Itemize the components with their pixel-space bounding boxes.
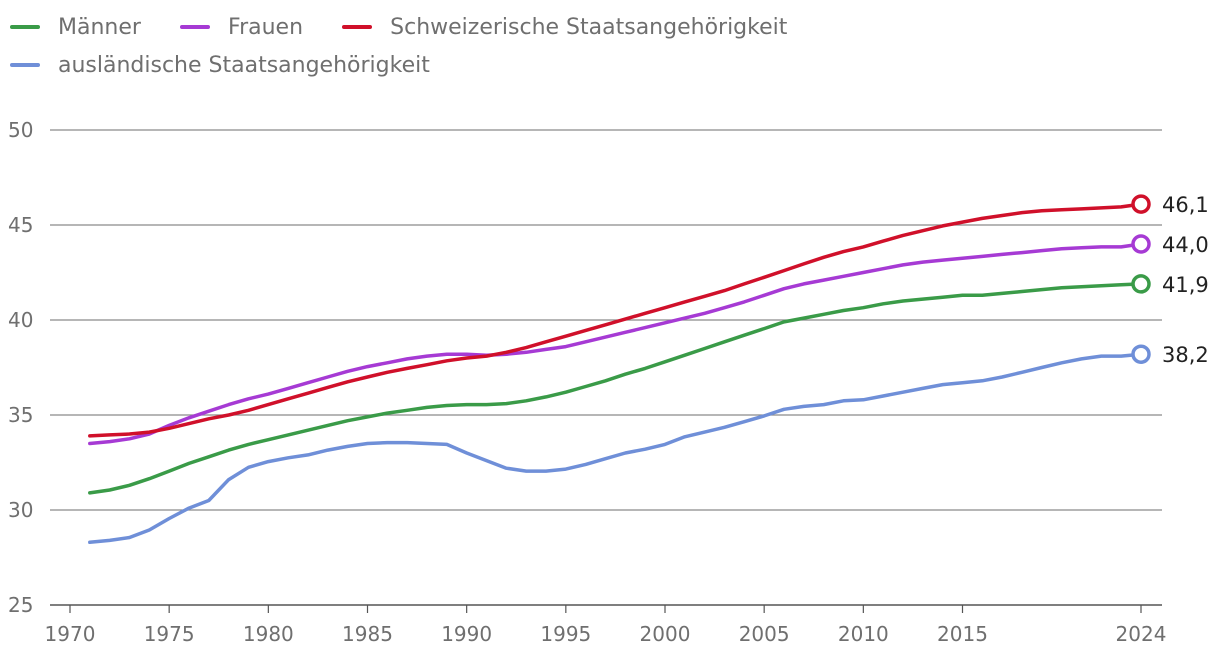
- legend-label-maenner: Männer: [58, 14, 141, 40]
- series-line-schweizerische-staatsangehoerigkeit: [88, 202, 1143, 438]
- end-label-frauen: 44,0: [1162, 233, 1209, 257]
- x-tick-label-2000: 2000: [640, 622, 691, 646]
- x-tick-label-1985: 1985: [342, 622, 393, 646]
- legend-label-frauen: Frauen: [228, 14, 304, 40]
- y-tick-label-35: 35: [8, 403, 33, 427]
- legend-swatch-schweizerisch: [342, 25, 373, 29]
- legend-label-schweizerisch: Schweizerische Staatsangehörigkeit: [390, 14, 788, 40]
- end-marker-maenner: [1131, 274, 1151, 294]
- series-line-auslaendische-staatsangehoerigkeit: [88, 352, 1143, 545]
- y-tick-label-50: 50: [8, 118, 33, 142]
- y-tick-label-40: 40: [8, 308, 33, 332]
- x-tick-label-2010: 2010: [838, 622, 889, 646]
- x-tick-label-1975: 1975: [144, 622, 195, 646]
- y-tick-label-30: 30: [8, 498, 33, 522]
- legend-swatch-frauen: [180, 25, 211, 29]
- end-label-schweizerische-staatsangehoerigkeit: 46,1: [1162, 193, 1209, 217]
- legend-swatch-maenner: [10, 25, 40, 29]
- legend-swatch-auslaendisch: [10, 63, 40, 67]
- end-marker-auslaendische-staatsangehoerigkeit: [1131, 344, 1151, 364]
- x-tick-label-2005: 2005: [739, 622, 790, 646]
- legend-item-frauen[interactable]: Frauen: [180, 8, 303, 46]
- x-tick-label-1990: 1990: [441, 622, 492, 646]
- end-markers: 41,9 44,0 46,1 38,2: [1131, 193, 1209, 367]
- y-tick-label-45: 45: [8, 213, 33, 237]
- chart-legend: Männer Frauen Schweizerische Staatsangeh…: [10, 8, 830, 84]
- legend-label-auslaendisch: ausländische Staatsangehörigkeit: [58, 52, 430, 78]
- axes: 25 30 35 40 45 50 1970 1975 1980 1985 1990 1995 2000…: [8, 118, 1166, 646]
- series-lines: [88, 202, 1143, 545]
- series-line-maenner: [88, 282, 1143, 495]
- end-label-maenner: 41,9: [1162, 273, 1209, 297]
- end-marker-frauen: [1131, 234, 1151, 254]
- y-tick-label-25: 25: [8, 593, 33, 617]
- x-tick-label-2024: 2024: [1116, 622, 1167, 646]
- end-label-auslaendische-staatsangehoerigkeit: 38,2: [1162, 343, 1209, 367]
- x-tick-label-2015: 2015: [937, 622, 988, 646]
- legend-item-maenner[interactable]: Männer: [10, 8, 141, 46]
- x-tick-label-1995: 1995: [540, 622, 591, 646]
- legend-item-auslaendisch[interactable]: ausländische Staatsangehörigkeit: [10, 46, 430, 84]
- legend-item-schweizerisch[interactable]: Schweizerische Staatsangehörigkeit: [342, 8, 787, 46]
- x-tick-label-1970: 1970: [45, 622, 96, 646]
- x-tick-label-1980: 1980: [243, 622, 294, 646]
- series-line-frauen: [88, 242, 1143, 446]
- end-marker-schweizerische-staatsangehoerigkeit: [1131, 194, 1151, 214]
